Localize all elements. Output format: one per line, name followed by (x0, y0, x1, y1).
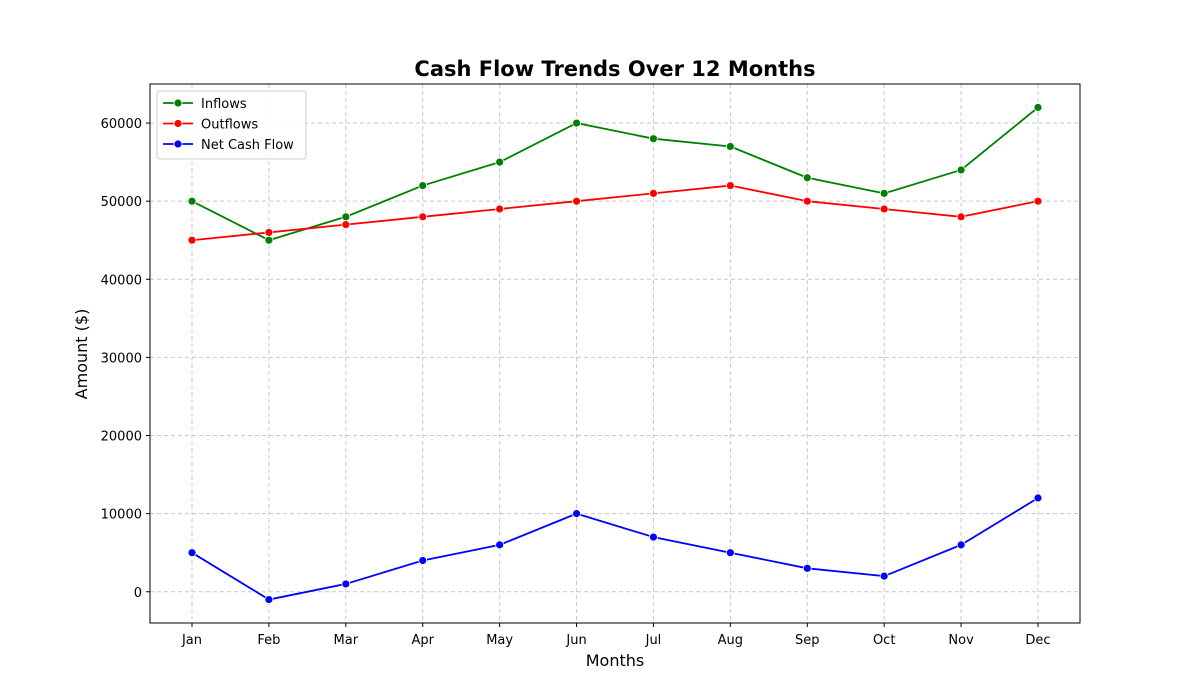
series-outflows (187, 181, 1043, 245)
data-point (725, 548, 735, 558)
x-tick-label: Apr (411, 633, 434, 648)
x-tick-label: Dec (1025, 633, 1050, 648)
data-point (1033, 493, 1043, 503)
y-tick-label: 20000 (101, 430, 142, 445)
x-tick-label: Sep (795, 633, 820, 648)
data-point (802, 173, 812, 183)
data-point (1033, 103, 1043, 112)
legend-marker (173, 119, 183, 128)
data-point (341, 220, 351, 230)
series-line (191, 184, 1039, 242)
y-axis-ticks: 0 10000 20000 30000 40000 50000 60000 (101, 117, 150, 601)
x-tick-label: Jun (565, 633, 586, 648)
x-tick-label: Nov (948, 633, 974, 648)
data-point (264, 235, 274, 245)
data-point (572, 118, 581, 128)
data-point (341, 212, 351, 222)
x-tick-label: Oct (873, 633, 895, 648)
data-point (418, 181, 428, 190)
data-point (495, 204, 505, 214)
data-point (802, 563, 812, 573)
x-tick-label: Jan (181, 633, 202, 648)
y-tick-label: 10000 (101, 508, 142, 523)
legend-marker (173, 139, 183, 149)
legend-box (156, 90, 307, 160)
data-point (649, 134, 658, 144)
legend-marker (173, 98, 183, 108)
series-line (191, 497, 1039, 601)
data-point (879, 204, 889, 214)
chart-title: Cash Flow Trends Over 12 Months (414, 57, 815, 81)
data-point (418, 556, 428, 565)
y-tick-label: 30000 (101, 351, 142, 366)
x-tick-label: Jul (645, 633, 662, 648)
data-point (879, 188, 889, 198)
plot-area-frame (149, 83, 1081, 624)
data-point (187, 196, 197, 206)
series-net-cash-flow (187, 493, 1043, 604)
series-inflows (187, 103, 1043, 245)
legend-label: Net Cash Flow (201, 138, 294, 153)
data-point (725, 181, 735, 190)
x-axis-label: Months (586, 651, 644, 670)
data-point (264, 228, 274, 237)
data-point (187, 548, 197, 558)
data-point (956, 540, 966, 550)
y-tick-label: 60000 (101, 117, 142, 132)
data-point (649, 532, 658, 542)
data-point (1033, 196, 1043, 206)
x-tick-label: Aug (718, 633, 743, 648)
legend: Inflows Outflows Net Cash Flow (156, 90, 307, 160)
data-point (879, 571, 889, 581)
data-point (264, 595, 274, 604)
data-point (572, 196, 581, 206)
data-point (956, 165, 966, 175)
data-point (341, 579, 351, 589)
legend-label: Outflows (201, 118, 258, 133)
y-axis-label: Amount ($) (72, 309, 91, 400)
x-axis-ticks: Jan Feb Mar Apr May Jun Jul Aug Sep Oct Nov Dec (181, 623, 1051, 648)
x-tick-label: Feb (257, 633, 280, 648)
y-tick-label: 40000 (101, 273, 142, 288)
data-point (956, 212, 966, 222)
y-tick-label: 0 (134, 586, 142, 601)
data-point (649, 188, 658, 198)
data-point (495, 157, 505, 167)
data-point (418, 212, 428, 222)
data-point (187, 235, 197, 245)
series-line (191, 106, 1039, 242)
data-point (802, 196, 812, 206)
series-lines (187, 103, 1043, 604)
x-tick-label: Mar (334, 633, 359, 648)
data-point (572, 509, 581, 519)
y-tick-label: 50000 (101, 195, 142, 210)
data-point (495, 540, 505, 550)
legend-label: Inflows (201, 97, 247, 112)
x-tick-label: May (486, 633, 513, 648)
data-point (725, 142, 735, 151)
grid (150, 84, 1080, 623)
